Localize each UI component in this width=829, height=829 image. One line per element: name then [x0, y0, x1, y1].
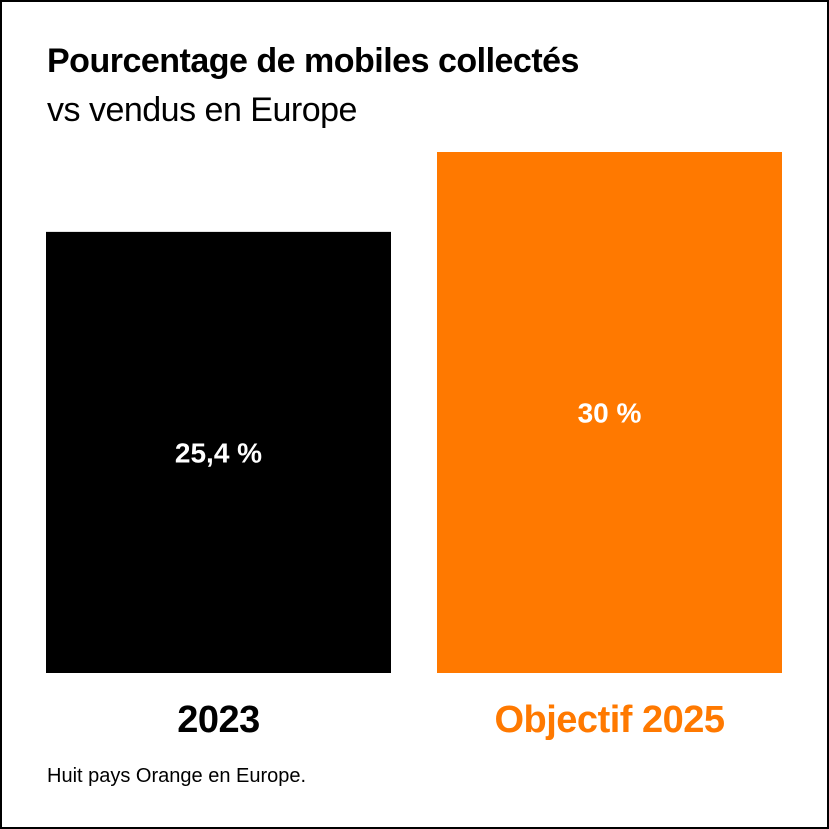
data-label: 25,4 %	[175, 437, 262, 468]
chart-subtitle: vs vendus en Europe	[47, 91, 357, 129]
chart-footnote: Huit pays Orange en Europe.	[47, 765, 307, 787]
bar-2023	[46, 231, 391, 674]
category-label: 2023	[177, 699, 260, 741]
chart-title: Pourcentage de mobiles collectés	[47, 42, 579, 80]
data-label: 30 %	[578, 398, 642, 429]
category-label: Objectif 2025	[494, 699, 724, 741]
bar-objectif-2025	[437, 152, 782, 673]
